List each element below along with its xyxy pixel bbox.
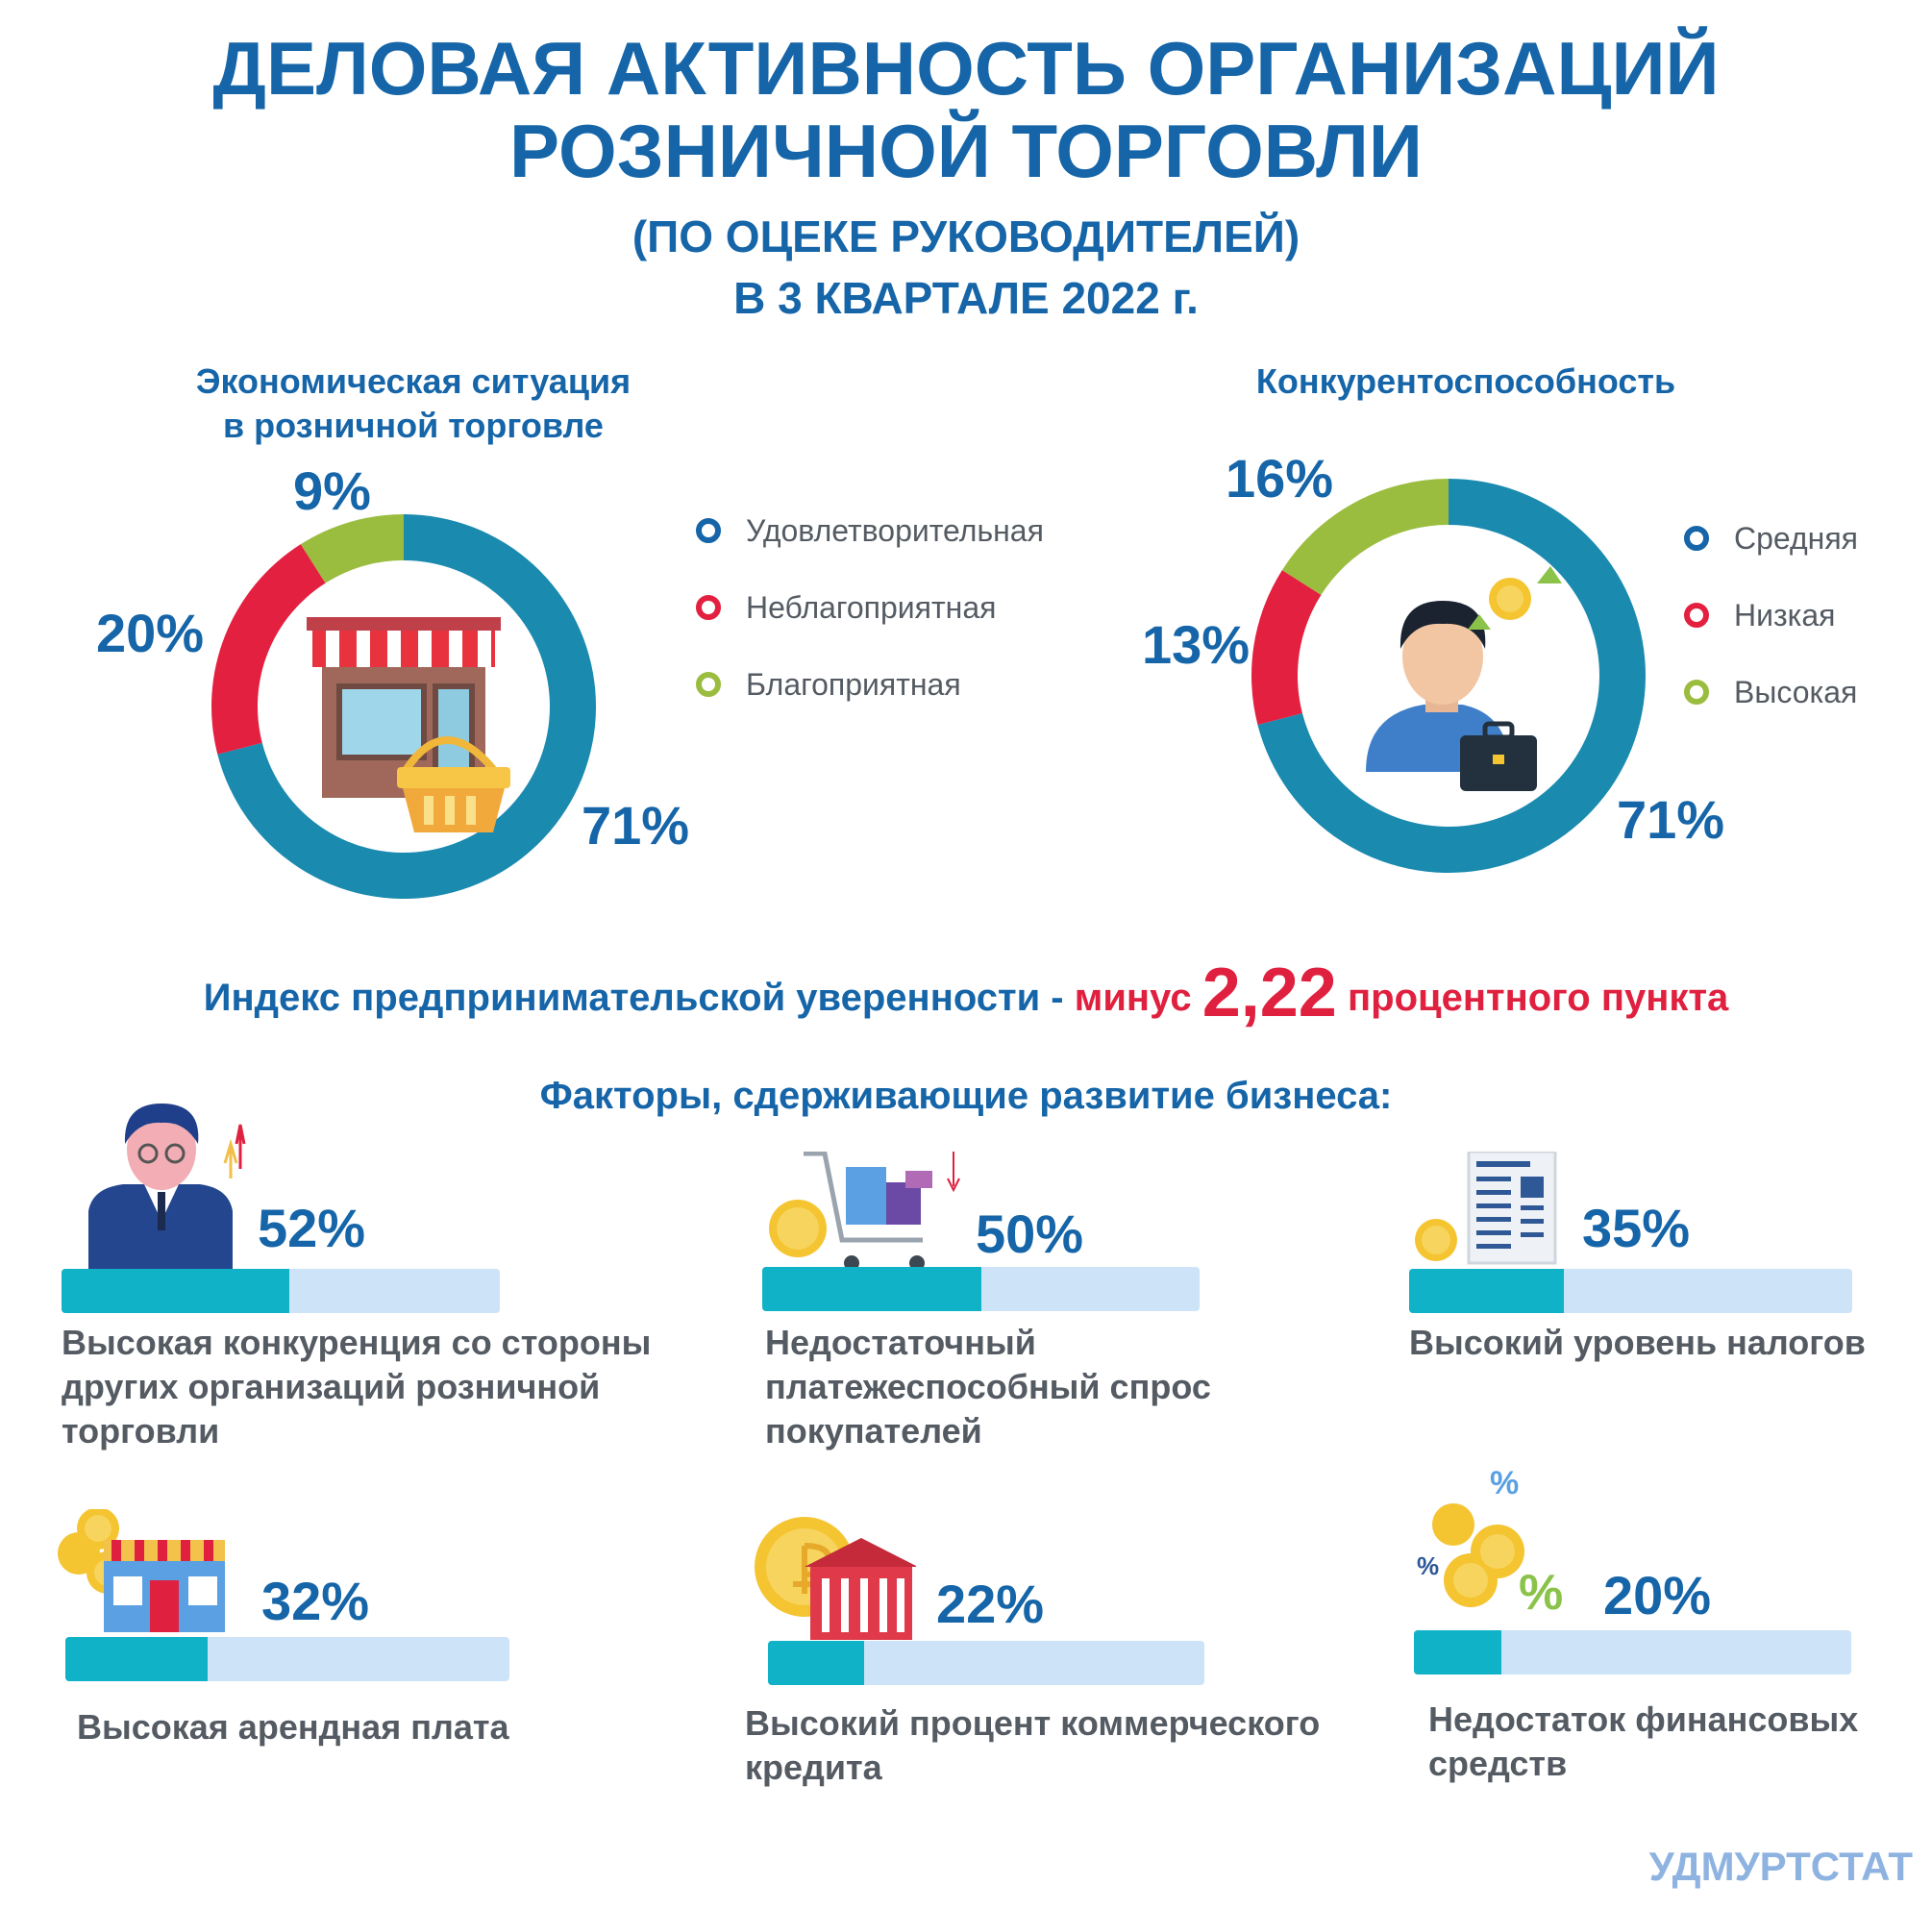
chart2-label-medium: 71%	[1617, 789, 1725, 850]
chart1-legend: Удовлетворительная Неблагоприятная Благо…	[696, 509, 1044, 706]
manager-icon	[88, 1104, 246, 1269]
chart1-label-satisfactory: 71%	[582, 795, 690, 856]
factor-bar-fill	[762, 1267, 981, 1311]
chart1-title: Экономическая ситуация в розничной торго…	[125, 360, 702, 448]
factor-label-line: кредита	[745, 1748, 882, 1787]
legend-label: Высокая	[1734, 674, 1858, 709]
legend-marker	[1684, 526, 1709, 551]
factor-label-line: Высокая конкуренция со стороны	[62, 1323, 652, 1362]
factor-label: Высокий процент коммерческого кредита	[745, 1701, 1320, 1790]
factor-label-line: торговли	[62, 1411, 220, 1451]
factor-bar-track	[1414, 1630, 1851, 1674]
factor-bar-fill	[1414, 1630, 1501, 1674]
factor-bar-track	[62, 1269, 500, 1313]
legend-marker	[1684, 680, 1709, 705]
tax-document-icon	[1415, 1152, 1557, 1265]
chart1-label-favorable: 9%	[293, 460, 371, 521]
businessman-briefcase-icon	[1366, 566, 1562, 791]
chart2-label-low: 13%	[1142, 614, 1251, 675]
page-subtitle-line-2: В 3 КВАРТАЛЕ 2022 г.	[733, 273, 1199, 323]
chart1-label-unfavorable: 20%	[96, 603, 205, 663]
factor-label-line: Высокий уровень налогов	[1409, 1323, 1866, 1362]
page-subtitle-line-1: (ПО ОЦЕКЕ РУКОВОДИТЕЛЕЙ)	[632, 211, 1300, 261]
competitiveness-slice-2	[1251, 570, 1322, 725]
chart2-title: Конкурентоспособность	[1255, 361, 1676, 401]
economic-slice-2	[211, 544, 326, 755]
factor-label-line: средств	[1428, 1744, 1568, 1783]
factor-bar-track	[762, 1267, 1200, 1311]
factor-label-line: Недостаточный	[765, 1323, 1036, 1362]
legend-label: Благоприятная	[746, 666, 961, 702]
page-title-line-1: ДЕЛОВАЯ АКТИВНОСТЬ ОРГАНИЗАЦИЙ	[212, 26, 1720, 111]
factor-value-label: 20%	[1603, 1565, 1712, 1625]
legend-item: Неблагоприятная	[696, 586, 1044, 629]
chart2-label-high: 16%	[1226, 448, 1334, 509]
factor-bar-fill	[1409, 1269, 1565, 1313]
factor-label-line: покупателей	[765, 1411, 982, 1451]
legend-label: Средняя	[1734, 520, 1858, 556]
footer-brand: УДМУРТСТАТ	[1648, 1844, 1913, 1889]
factor-label: Высокий уровень налогов	[1409, 1321, 1866, 1365]
factor-value-label: 35%	[1582, 1198, 1691, 1258]
economic-slice-3	[300, 514, 404, 583]
factor-label: Высокая арендная плата	[77, 1705, 509, 1749]
coins-percent-icon: % % %	[1417, 1465, 1563, 1621]
factor-label-line: платежеспособный спрос	[765, 1367, 1211, 1406]
competitiveness-slice-3	[1281, 479, 1449, 595]
chart1-title-line1: Экономическая ситуация	[195, 361, 632, 401]
svg-text:%: %	[1519, 1565, 1563, 1621]
chart2-legend: Средняя Низкая Высокая	[1684, 517, 1858, 713]
donut-chart-competitiveness	[1251, 479, 1646, 873]
index-value: 2,22	[1201, 955, 1337, 1031]
factor-value-label: 22%	[936, 1574, 1045, 1634]
factor-bar-fill	[62, 1269, 290, 1313]
factor-value-label: 50%	[976, 1203, 1084, 1264]
factor-label-line: Высокий процент коммерческого	[745, 1703, 1321, 1743]
chart1-title-line2: в розничной торговле	[223, 406, 604, 445]
factor-label-line: других организаций розничной	[62, 1367, 601, 1406]
legend-marker	[696, 595, 721, 620]
factor-bar-track	[768, 1641, 1204, 1685]
factor-label: Недостаток финансовых средств	[1428, 1698, 1858, 1786]
legend-item: Благоприятная	[696, 663, 1044, 706]
factor-label: Высокая конкуренция со стороны других орг…	[62, 1321, 651, 1453]
factor-bar-fill	[65, 1637, 208, 1681]
index-minus: минус	[1074, 977, 1192, 1019]
index-suffix: процентного пункта	[1347, 977, 1729, 1019]
legend-marker	[696, 672, 721, 697]
factor-label-line: Высокая арендная плата	[77, 1707, 509, 1747]
factor-value-label: 52%	[258, 1198, 366, 1258]
index-prefix: Индекс предпринимательской уверенности -	[203, 977, 1075, 1019]
factor-bar-fill	[768, 1641, 864, 1685]
svg-text:%: %	[1490, 1465, 1519, 1501]
legend-item: Средняя	[1684, 517, 1858, 559]
factors-title: Факторы, сдерживающие развитие бизнеса:	[539, 1075, 1393, 1117]
donut-chart-economic-situation	[211, 514, 596, 899]
business-confidence-index: Индекс предпринимательской уверенности -…	[0, 954, 1932, 1032]
svg-text:%: %	[1417, 1551, 1439, 1580]
legend-item: Высокая	[1684, 671, 1858, 713]
factor-label-line: Недостаток финансовых	[1428, 1699, 1859, 1739]
legend-item: Низкая	[1684, 594, 1858, 636]
store-basket-icon	[307, 617, 510, 832]
legend-marker	[696, 518, 721, 543]
factor-bar-track	[1409, 1269, 1852, 1313]
legend-item: Удовлетворительная	[696, 509, 1044, 552]
legend-marker	[1684, 603, 1709, 628]
shopping-cart-icon	[769, 1152, 960, 1271]
page-title-line-2: РОЗНИЧНОЙ ТОРГОВЛИ	[509, 109, 1423, 193]
rent-shop-icon	[58, 1509, 225, 1632]
bank-building-icon	[755, 1517, 916, 1640]
factor-label: Недостаточный платежеспособный спрос покуп…	[765, 1321, 1211, 1453]
factor-bar-track	[65, 1637, 509, 1681]
legend-label: Низкая	[1734, 597, 1836, 633]
legend-label: Удовлетворительная	[746, 512, 1044, 548]
legend-label: Неблагоприятная	[746, 589, 997, 625]
factor-value-label: 32%	[261, 1571, 370, 1631]
